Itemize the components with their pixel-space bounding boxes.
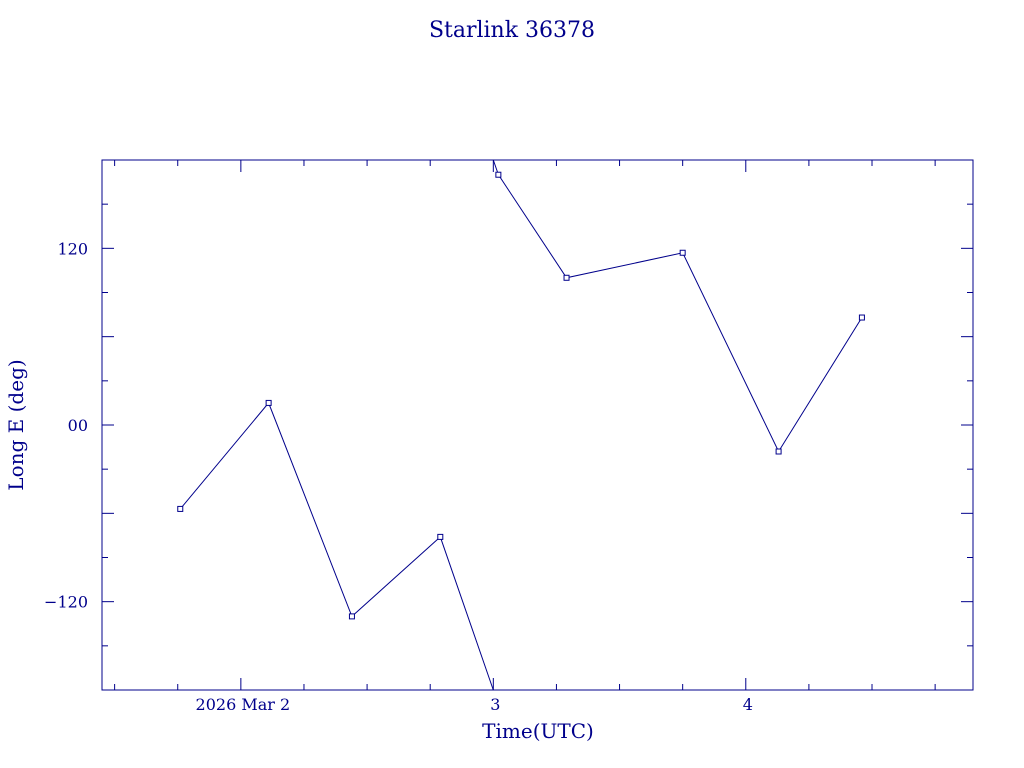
series-line bbox=[179, 401, 494, 691]
x-tick-label: 4 bbox=[743, 695, 753, 714]
data-point bbox=[437, 533, 444, 540]
data-series bbox=[177, 159, 865, 691]
axis-ticks: 120 00 −120 2026 Mar 2 3 4 bbox=[44, 160, 973, 714]
y-axis-label: Long E (deg) bbox=[4, 359, 28, 490]
data-point bbox=[775, 448, 782, 455]
chart-title: Starlink 36378 bbox=[429, 18, 595, 43]
series-line bbox=[492, 159, 863, 453]
x-tick-label: 3 bbox=[490, 695, 500, 714]
data-point bbox=[265, 399, 272, 406]
plot-frame bbox=[101, 159, 974, 691]
data-point bbox=[858, 314, 865, 321]
data-point bbox=[563, 274, 570, 281]
data-point bbox=[348, 613, 355, 620]
x-tick-label: 2026 Mar 2 bbox=[196, 695, 291, 714]
y-tick-label: 00 bbox=[68, 416, 88, 435]
y-tick-label: −120 bbox=[44, 593, 88, 612]
data-point bbox=[177, 505, 184, 512]
data-point bbox=[495, 171, 502, 178]
data-point bbox=[679, 249, 686, 256]
x-axis-label: Time(UTC) bbox=[482, 719, 594, 743]
y-tick-label: 120 bbox=[57, 239, 88, 258]
